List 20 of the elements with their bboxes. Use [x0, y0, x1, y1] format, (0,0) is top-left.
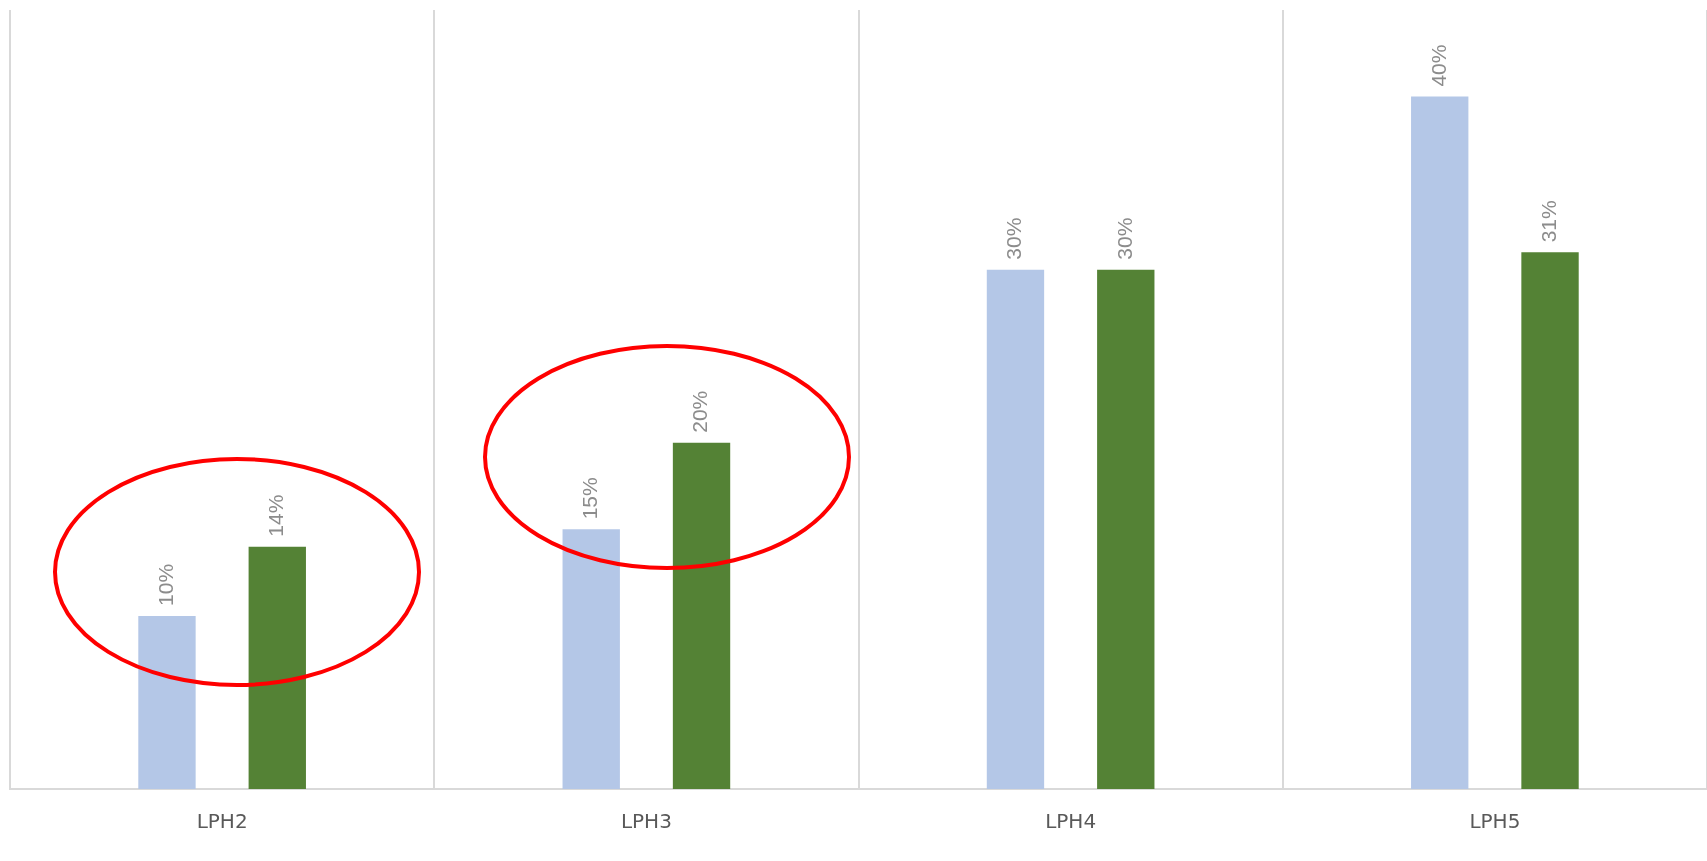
data-label: 31% [1536, 200, 1560, 243]
bar [562, 529, 620, 789]
x-tick-label: LPH2 [196, 809, 248, 834]
bar [138, 615, 196, 789]
data-label: 20% [688, 390, 712, 433]
bar [1097, 269, 1155, 789]
bar [672, 442, 731, 789]
x-tick-label: LPH5 [1469, 809, 1521, 834]
data-label: 40% [1426, 44, 1450, 87]
data-label: 14% [264, 494, 288, 537]
bar [986, 269, 1045, 789]
data-label: 30% [1112, 217, 1136, 260]
x-tick-label: LPH3 [620, 809, 672, 834]
bar [1521, 252, 1579, 789]
bar [248, 546, 306, 789]
data-label: 30% [1002, 217, 1026, 260]
data-label: 10% [153, 563, 177, 606]
data-label: 15% [578, 477, 602, 520]
bar [1411, 96, 1469, 789]
x-tick-label: LPH4 [1045, 809, 1097, 834]
